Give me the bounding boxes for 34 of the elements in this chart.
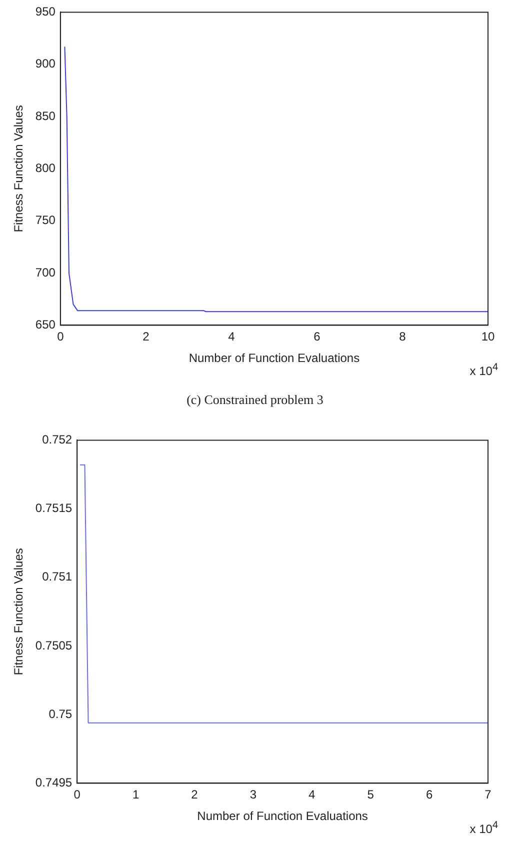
y-tick-label: 0.75 (48, 706, 72, 721)
x-tick-label: 6 (314, 330, 321, 344)
text: x 10$^{4}$ (470, 362, 498, 378)
x-axis-title: Number of Function Evaluations (197, 809, 368, 824)
x-axis-title: Number of Function Evaluations (188, 351, 360, 366)
x-tick-label: 8 (399, 330, 406, 344)
x-tick-label: 7 (484, 788, 492, 802)
x-tick-label: 3 (250, 788, 257, 802)
y-axis-title: Fitness Function Values (12, 548, 26, 676)
x-tick-label: 10 (481, 330, 495, 344)
x-tick-label: 4 (308, 788, 316, 802)
y-tick-label: 0.7515 (35, 501, 72, 516)
y-tick-label: 0.752 (42, 432, 72, 447)
x-tick-label: 0 (57, 330, 64, 344)
y-tick-label: 800 (35, 161, 56, 176)
y-tick-label: 750 (35, 213, 56, 228)
x-tick-label: 2 (191, 788, 198, 802)
x-tick-label: 1 (132, 788, 140, 802)
y-tick-label: 0.7505 (35, 638, 72, 652)
x-tick-label: 2 (142, 330, 150, 344)
y-tick-label: 0.751 (42, 570, 72, 584)
y-tick-label: 850 (35, 108, 56, 123)
text: x 10$^{4}$ (470, 820, 498, 836)
x-tick-label: 5 (367, 788, 374, 802)
y-tick-label: 650 (35, 318, 56, 332)
text: (c) Constrained problem 3 (186, 392, 324, 408)
x-tick-label: 4 (228, 330, 236, 344)
y-tick-label: 700 (35, 265, 56, 280)
y-tick-label: 0.7495 (35, 776, 72, 790)
y-tick-label: 900 (35, 56, 56, 71)
y-tick-label: 950 (35, 4, 56, 19)
y-axis-title: Fitness Function Values (12, 105, 26, 232)
x-tick-label: 0 (74, 788, 81, 802)
x-tick-label: 6 (426, 788, 433, 802)
